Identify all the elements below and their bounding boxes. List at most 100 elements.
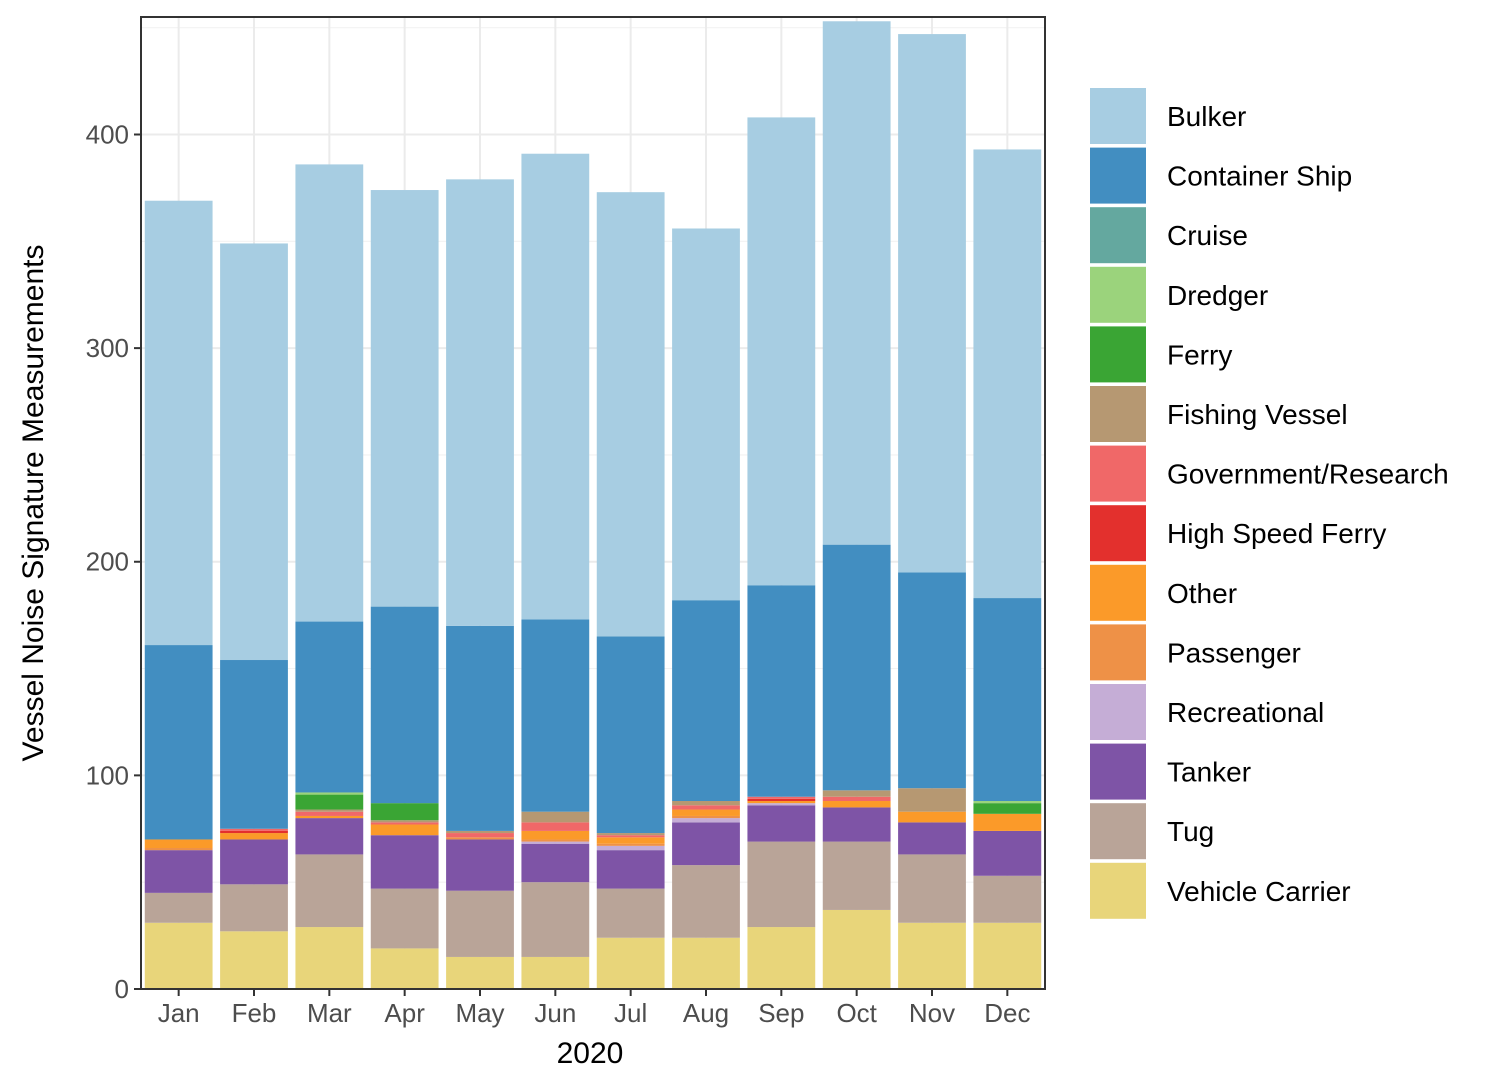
legend-label-cruise: Cruise: [1167, 220, 1248, 251]
plot-border: [140, 16, 1046, 990]
legend-label-container-ship: Container Ship: [1167, 161, 1352, 192]
legend-label-other: Other: [1167, 578, 1237, 609]
legend-label-dredger: Dredger: [1167, 280, 1268, 311]
bar-nov-fishing-vessel: [898, 788, 966, 812]
bar-oct-other: [822, 801, 891, 808]
bar-jun-passenger: [521, 839, 590, 842]
bar-feb-government-research: [220, 828, 288, 831]
y-tick-label: 0: [115, 974, 129, 1004]
bar-feb-tug: [220, 884, 288, 932]
bar-oct-tanker: [822, 807, 891, 842]
x-axis-title: 2020: [557, 1037, 624, 1070]
legend-key-tanker: [1090, 743, 1146, 800]
bar-apr-bulker: [370, 190, 439, 607]
bar-feb-high-speed-ferry: [220, 830, 288, 834]
bar-dec-tug: [973, 875, 1042, 923]
x-tick-label: Oct: [836, 998, 877, 1028]
bar-nov-other: [898, 811, 966, 823]
bar-oct-bulker: [822, 21, 891, 545]
bar-nov-tug: [898, 854, 966, 923]
bar-apr-container-ship: [370, 606, 439, 804]
x-tick-label: Dec: [984, 998, 1030, 1028]
legend-key-cruise: [1090, 207, 1146, 264]
bar-may-government-research: [446, 833, 514, 838]
bar-may-vehicle-carrier: [446, 956, 514, 989]
legend-label-passenger: Passenger: [1167, 637, 1301, 668]
bar-apr-vehicle-carrier: [370, 948, 439, 989]
bar-dec-dredger: [973, 801, 1042, 804]
legend-key-container-ship: [1090, 147, 1146, 204]
bar-dec-tanker: [973, 830, 1042, 876]
y-tick-label: 100: [86, 760, 129, 790]
bar-may-bulker: [446, 179, 514, 626]
bar-jun-tug: [521, 882, 590, 957]
bar-dec-other: [973, 813, 1042, 831]
legend-key-passenger: [1090, 624, 1146, 681]
bar-sep-container-ship: [747, 585, 816, 797]
x-tick-label: Sep: [758, 998, 804, 1028]
legend-key-ferry: [1090, 326, 1146, 383]
bar-dec-bulker: [973, 149, 1042, 599]
legend-label-bulker: Bulker: [1167, 101, 1246, 132]
bar-aug-tanker: [672, 822, 740, 866]
bar-mar-ferry: [295, 794, 364, 810]
bar-apr-fishing-vessel: [370, 820, 439, 823]
legend-key-vehicle-carrier: [1090, 862, 1146, 919]
bar-jul-vehicle-carrier: [596, 937, 665, 989]
bar-aug-passenger: [672, 815, 740, 819]
bar-aug-tug: [672, 865, 740, 938]
bar-feb-tanker: [220, 839, 288, 885]
bar-feb-container-ship: [220, 660, 288, 829]
bar-jun-fishing-vessel: [521, 811, 590, 823]
bar-sep-high-speed-ferry: [747, 798, 816, 802]
bar-mar-dredger: [295, 792, 364, 795]
y-tick-label: 400: [86, 119, 129, 149]
legend-label-vehicle-carrier: Vehicle Carrier: [1167, 876, 1351, 907]
legend-key-dredger: [1090, 266, 1146, 323]
bar-nov-tanker: [898, 822, 966, 855]
bar-dec-container-ship: [973, 598, 1042, 802]
y-tick-label: 200: [86, 547, 129, 577]
bar-jan-other: [144, 839, 213, 849]
bar-feb-bulker: [220, 243, 288, 661]
bar-jul-other: [596, 837, 665, 844]
bar-jun-vehicle-carrier: [521, 956, 590, 989]
bar-mar-bulker: [295, 164, 364, 622]
bar-feb-vehicle-carrier: [220, 931, 288, 989]
bar-aug-other: [672, 809, 740, 816]
bar-mar-container-ship: [295, 621, 364, 793]
bar-jul-container-ship: [596, 636, 665, 834]
legend-key-bulker: [1090, 88, 1146, 144]
bar-jan-vehicle-carrier: [144, 922, 213, 989]
bar-mar-tanker: [295, 818, 364, 855]
bar-apr-tug: [370, 888, 439, 949]
bar-may-tanker: [446, 839, 514, 891]
bar-may-tug: [446, 890, 514, 957]
legend-key-fishing-vessel: [1090, 386, 1146, 442]
bar-mar-other: [295, 815, 364, 819]
bar-sep-government-research: [747, 796, 816, 799]
bar-sep-tanker: [747, 805, 816, 842]
bar-mar-tug: [295, 854, 364, 928]
x-tick-label: May: [455, 998, 504, 1028]
bar-jun-container-ship: [521, 619, 590, 812]
x-tick-label: Apr: [384, 998, 425, 1028]
bar-aug-fishing-vessel: [672, 801, 740, 806]
bar-jul-bulker: [596, 192, 665, 637]
y-axis-title: Vessel Noise Signature Measurements: [17, 245, 50, 762]
bar-aug-government-research: [672, 805, 740, 810]
x-tick-label: Jul: [614, 998, 647, 1028]
x-tick-label: Nov: [909, 998, 955, 1028]
bar-jul-tanker: [596, 850, 665, 889]
bar-jun-tanker: [521, 843, 590, 883]
bar-dec-vehicle-carrier: [973, 922, 1042, 989]
legend-key-tug: [1090, 803, 1146, 860]
legend-label-recreational: Recreational: [1167, 697, 1324, 728]
bar-sep-recreational: [747, 803, 816, 806]
bar-mar-fishing-vessel: [295, 809, 364, 812]
bar-jan-tanker: [144, 850, 213, 893]
axes: 0 100 200 300 400 Jan Feb Mar Apr May Jun Jul Aug Sep…: [86, 119, 1031, 1028]
legend-key-high-speed-ferry: [1090, 505, 1146, 562]
bar-may-passenger: [446, 837, 514, 840]
